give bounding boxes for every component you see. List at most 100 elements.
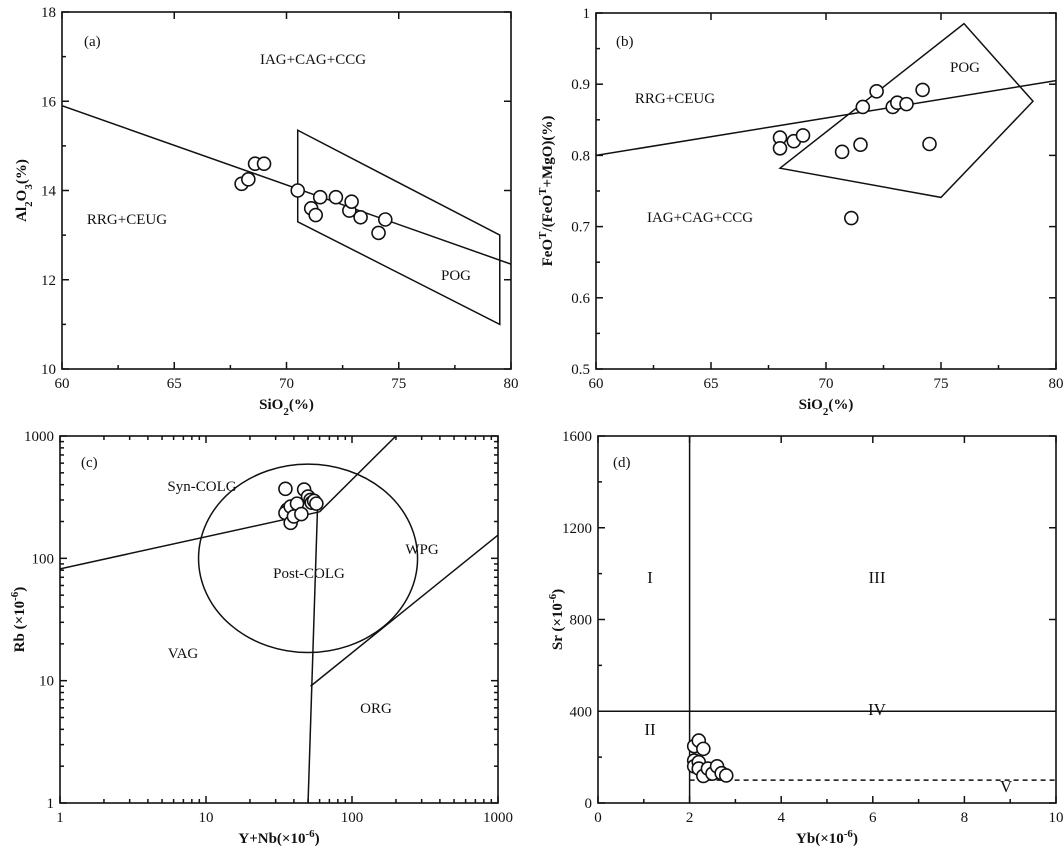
y-axis-label: Sr (×10-6)	[547, 589, 566, 650]
x-tick-label: 10	[199, 810, 214, 826]
data-point	[309, 496, 324, 511]
y-tick-label: 12	[41, 273, 56, 289]
x-tick-label: 1	[56, 810, 64, 826]
panel-c: 1 10 100 1000 1 10 100 1000 Y+Nb(×10-6) Rb (×10-6…	[9, 429, 513, 847]
data-point	[855, 99, 871, 115]
y-axis-label: Al2O3(%)	[14, 159, 35, 222]
region-label: RRG+CEUG	[87, 212, 167, 228]
x-tick-label: 2	[686, 810, 694, 826]
data-point	[328, 189, 344, 205]
data-point	[853, 137, 868, 153]
y-tick-label: 16	[41, 94, 57, 110]
data-point	[834, 144, 850, 160]
y-tick-label: 400	[570, 704, 593, 720]
y-tick-label: 0.9	[571, 77, 590, 93]
y-tick-label: 1600	[562, 429, 592, 445]
y-tick-label: 1200	[562, 521, 592, 537]
data-point	[772, 140, 788, 156]
x-tick-label: 1000	[483, 810, 513, 826]
y-axis-label: Rb (×10-6)	[9, 587, 28, 653]
region-label: WPG	[405, 542, 439, 558]
region-label: POG	[950, 60, 980, 76]
y-tick-label: 100	[32, 551, 55, 567]
boundary-line	[62, 105, 511, 265]
post-colg-ellipse	[197, 463, 419, 654]
plot-frame	[59, 435, 499, 804]
panel-label: (d)	[613, 455, 631, 471]
boundary-line	[310, 534, 498, 687]
data-point	[843, 210, 859, 226]
plot-frame	[595, 12, 1057, 370]
data-point	[294, 506, 309, 522]
x-tick-label: 75	[934, 376, 949, 392]
data-point	[922, 136, 937, 152]
panel-b: 60 65 70 75 80 0.5 0.6 0.7 0.8 0.9 1 SiO2(%) FeOT/(F…	[537, 6, 1064, 418]
boundary-line	[60, 511, 320, 570]
region-label: IV	[868, 700, 887, 719]
boundary-line	[307, 509, 319, 803]
x-tick-label: 60	[589, 376, 604, 392]
region-label: VAG	[168, 646, 199, 662]
data-point	[869, 84, 884, 99]
x-axis-label: Y+Nb(×10-6)	[238, 828, 319, 847]
x-axis-label: Yb(×10-6)	[796, 828, 858, 847]
y-tick-label: 10	[39, 674, 54, 690]
data-point	[915, 82, 930, 98]
region-label: I	[647, 568, 653, 587]
data-point	[312, 189, 328, 205]
plot-area	[598, 436, 1056, 803]
x-tick-label: 4	[777, 810, 785, 826]
data-point	[241, 172, 256, 187]
data-point	[290, 183, 306, 198]
x-tick-label: 10	[1049, 810, 1064, 826]
x-axis-label: SiO2(%)	[799, 397, 854, 418]
x-tick-label: 70	[819, 376, 834, 392]
x-axis-label: SiO2(%)	[259, 397, 314, 418]
y-axis-label: FeOT/(FeOT+MgO)(%)	[537, 116, 556, 267]
x-tick-label: 100	[341, 810, 364, 826]
data-point	[256, 156, 272, 172]
region-label: Post-COLG	[273, 566, 345, 582]
x-tick-label: 8	[961, 810, 969, 826]
x-tick-label: 6	[869, 810, 877, 826]
plot-frame	[597, 435, 1057, 804]
y-tick-label: 0	[585, 796, 593, 812]
y-tick-label: 1	[583, 6, 591, 22]
x-tick-label: 0	[594, 810, 602, 826]
data-point	[899, 96, 914, 112]
field-polygon	[296, 129, 501, 326]
data-point	[344, 194, 359, 209]
region-label: RRG+CEUG	[635, 91, 715, 107]
panel-label: (a)	[84, 34, 101, 50]
region-label: POG	[441, 268, 471, 284]
region-label: IAG+CAG+CCG	[647, 210, 753, 226]
x-tick-label: 65	[704, 376, 719, 392]
data-point	[308, 207, 323, 223]
y-tick-label: 1	[47, 796, 55, 812]
region-label: II	[644, 720, 656, 739]
y-tick-label: 14	[41, 184, 57, 200]
x-tick-label: 65	[167, 376, 182, 392]
data-point	[278, 481, 293, 497]
panel-a: 60 65 70 75 80 10 12 14 16 18 SiO2(%) Al2O3(%) IAG+C…	[14, 5, 519, 418]
region-label: IAG+CAG+CCG	[260, 52, 366, 68]
data-point	[718, 768, 734, 783]
region-label: III	[869, 568, 886, 587]
y-tick-label: 800	[570, 613, 593, 629]
panel-label: (b)	[616, 34, 634, 50]
data-point	[795, 128, 811, 143]
data-point	[696, 741, 711, 757]
panel-label: (c)	[81, 455, 98, 471]
y-tick-label: 1000	[24, 429, 54, 445]
y-tick-label: 0.7	[571, 220, 590, 236]
y-tick-label: 0.5	[571, 362, 590, 378]
y-tick-label: 10	[41, 362, 56, 378]
boundary-line	[596, 79, 1056, 157]
x-tick-label: 80	[1049, 376, 1064, 392]
region-label: V	[1000, 777, 1013, 796]
y-tick-label: 0.6	[571, 291, 590, 307]
data-point	[377, 212, 393, 227]
field-polygon	[778, 22, 1035, 199]
x-tick-label: 80	[504, 376, 519, 392]
